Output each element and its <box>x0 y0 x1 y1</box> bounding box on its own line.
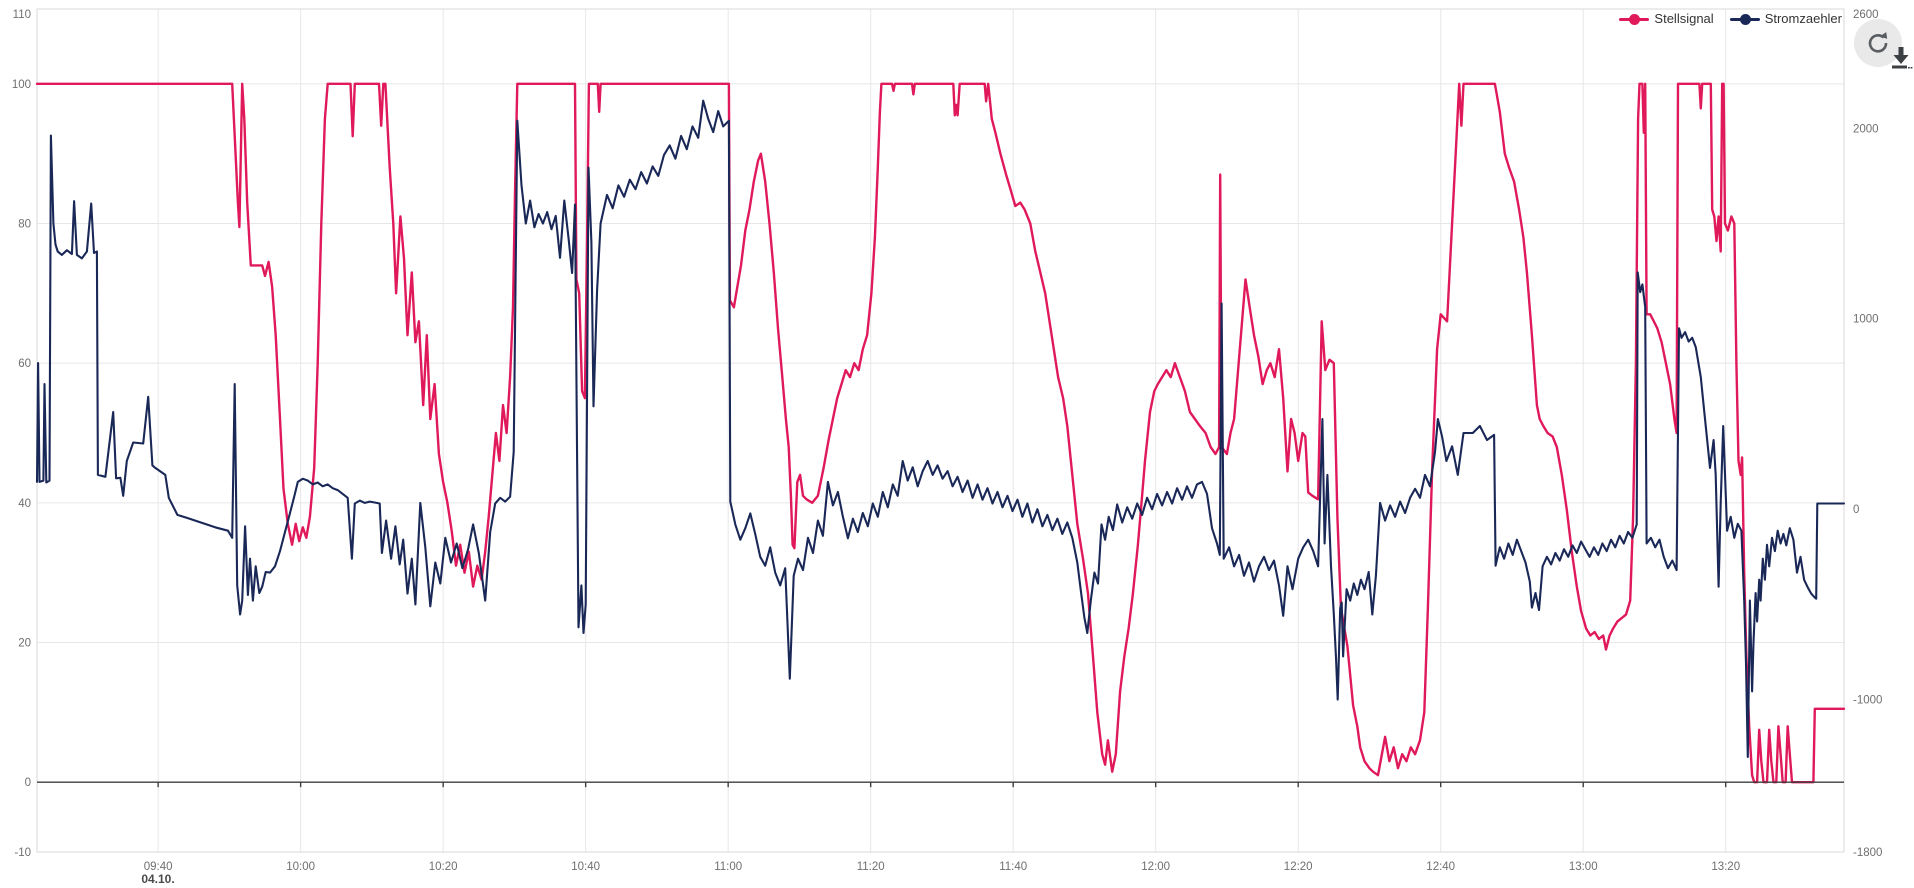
x-axis-label: 11:40 <box>999 861 1027 873</box>
y-axis-left-label: 0 <box>25 777 31 789</box>
download-button[interactable] <box>1888 44 1914 70</box>
download-icon <box>1892 47 1913 69</box>
x-axis-label: 13:20 <box>1711 861 1740 873</box>
x-axis-label: 12:40 <box>1426 861 1455 873</box>
y-axis-right-label: -1800 <box>1853 847 1882 859</box>
y-axis-left-label: 100 <box>12 79 31 91</box>
legend-item-stellsignal[interactable]: Stellsignal <box>1619 11 1714 26</box>
x-axis-label: 11:20 <box>857 861 885 873</box>
y-axis-left-label: 110 <box>13 9 31 21</box>
y-axis-right-label: 2600 <box>1853 9 1879 21</box>
y-axis-left-label: 80 <box>18 219 31 231</box>
x-axis-label: 12:20 <box>1284 861 1313 873</box>
y-axis-left-label: 60 <box>18 358 31 370</box>
refresh-icon <box>1868 32 1888 53</box>
stromzaehler-legend-marker-icon <box>1729 13 1760 25</box>
y-axis-left-label: 40 <box>18 498 31 510</box>
y-axis-left-label: 20 <box>18 638 31 650</box>
x-axis-label: 10:00 <box>286 861 315 873</box>
refresh-button[interactable] <box>1854 19 1902 67</box>
x-axis-label: 12:00 <box>1141 861 1170 873</box>
x-axis-label: 13:00 <box>1569 861 1598 873</box>
stromzaehler-line <box>35 99 1846 759</box>
stellsignal-line <box>35 82 1846 784</box>
y-axis-right-label: 0 <box>1853 504 1859 516</box>
x-axis-date-label: 04.10. <box>141 872 175 886</box>
y-axis-right-label: -1000 <box>1853 695 1882 707</box>
y-axis-right-label: 1000 <box>1853 314 1879 326</box>
x-axis-label: 11:00 <box>714 861 742 873</box>
legend: Stellsignal Stromzaehler <box>1619 11 1842 26</box>
x-axis-label: 10:40 <box>571 861 600 873</box>
plot-border <box>36 8 1845 853</box>
x-axis-label: 09:40 <box>144 861 173 873</box>
legend-item-stromzaehler[interactable]: Stromzaehler <box>1729 11 1842 26</box>
legend-label-stellsignal: Stellsignal <box>1654 11 1714 26</box>
x-axis-label: 10:20 <box>429 861 458 873</box>
stellsignal-legend-marker-icon <box>1619 13 1650 25</box>
y-axis-right-label: 2000 <box>1853 123 1879 135</box>
legend-label-stromzaehler: Stromzaehler <box>1764 11 1842 26</box>
y-axis-left-label: -10 <box>14 847 31 859</box>
